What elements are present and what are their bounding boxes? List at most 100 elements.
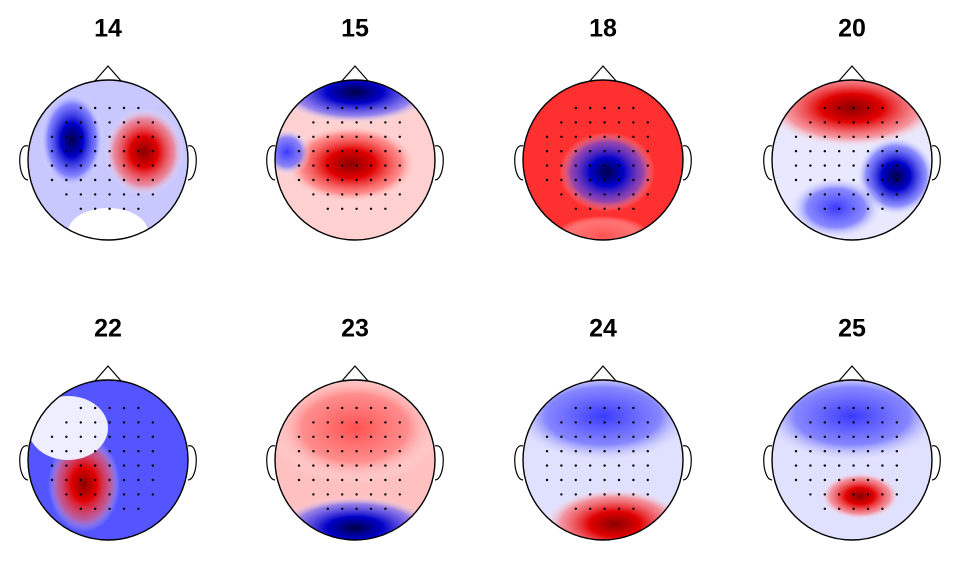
sensor — [574, 207, 577, 210]
sensor — [560, 421, 563, 424]
sensor — [545, 450, 549, 453]
sensor — [574, 464, 577, 467]
sensor — [122, 464, 126, 467]
sensor — [823, 478, 826, 482]
sensor — [122, 207, 126, 210]
ear — [514, 445, 524, 481]
sensor — [94, 435, 97, 438]
sensor — [341, 106, 344, 110]
sensor — [852, 493, 855, 496]
sensor — [823, 406, 826, 410]
sensor — [895, 450, 898, 453]
sensor — [79, 207, 83, 210]
sensor — [881, 478, 884, 482]
map — [523, 80, 683, 240]
ear — [19, 145, 29, 181]
sensor — [137, 106, 140, 110]
sensor — [617, 207, 621, 210]
sensor — [809, 150, 812, 153]
sensor — [866, 106, 870, 110]
sensor — [603, 193, 606, 196]
sensor — [297, 464, 301, 467]
sensor — [369, 450, 373, 453]
sensor — [617, 493, 621, 496]
sensor — [895, 435, 898, 438]
sensor — [94, 406, 97, 410]
sensor — [65, 164, 68, 167]
map-blob — [559, 132, 655, 212]
sensor — [384, 464, 387, 467]
sensor — [384, 193, 387, 196]
sensor — [398, 478, 401, 482]
panel-label: 18 — [589, 15, 617, 43]
sensor — [326, 164, 329, 167]
sensor — [823, 164, 826, 167]
map-blob — [104, 108, 184, 196]
sensor — [355, 178, 358, 182]
sensor — [560, 493, 563, 496]
sensor — [866, 150, 870, 153]
sensor — [137, 406, 140, 410]
sensor — [312, 450, 315, 453]
sensor — [545, 164, 549, 167]
sensor — [65, 493, 68, 496]
sensor — [355, 478, 358, 482]
sensor — [852, 421, 855, 424]
sensor — [137, 164, 140, 167]
sensor — [574, 164, 577, 167]
sensor — [65, 135, 68, 138]
sensor — [137, 421, 140, 424]
sensor — [94, 193, 97, 196]
sensor — [384, 135, 387, 138]
sensor — [341, 507, 344, 510]
sensor — [632, 478, 635, 482]
sensor — [369, 121, 373, 124]
sensor — [369, 207, 373, 210]
sensor — [881, 435, 884, 438]
sensor — [355, 406, 358, 410]
sensor — [866, 178, 870, 182]
sensor — [603, 507, 606, 510]
sensor — [646, 421, 649, 424]
sensor — [79, 493, 83, 496]
sensor — [398, 178, 401, 182]
sensor — [823, 207, 826, 210]
panel-label: 24 — [589, 315, 617, 343]
sensor — [852, 435, 855, 438]
sensor — [151, 450, 154, 453]
sensor — [603, 106, 606, 110]
sensor — [646, 193, 649, 196]
sensor — [589, 193, 592, 196]
sensor — [122, 493, 126, 496]
sensor — [94, 450, 97, 453]
sensor — [94, 507, 97, 510]
sensor — [838, 164, 841, 167]
sensor — [632, 193, 635, 196]
sensor — [589, 478, 592, 482]
sensor — [122, 164, 126, 167]
sensor — [341, 435, 344, 438]
sensor — [341, 406, 344, 410]
sensor — [341, 121, 344, 124]
sensor — [809, 178, 812, 182]
sensor — [108, 178, 111, 182]
sensor — [632, 178, 635, 182]
head-outline — [771, 379, 933, 541]
sensor — [341, 421, 344, 424]
topomap: 18 — [514, 15, 692, 241]
sensor — [574, 406, 577, 410]
sensor — [823, 150, 826, 153]
sensor — [369, 435, 373, 438]
ear — [19, 445, 29, 481]
sensor — [823, 493, 826, 496]
sensor — [603, 135, 606, 138]
sensor — [794, 464, 798, 467]
sensor — [838, 421, 841, 424]
sensor — [574, 135, 577, 138]
sensor — [79, 150, 83, 153]
sensor — [895, 135, 898, 138]
sensor — [50, 464, 54, 467]
sensor — [866, 493, 870, 496]
sensor — [355, 164, 358, 167]
map-blob — [68, 208, 148, 240]
